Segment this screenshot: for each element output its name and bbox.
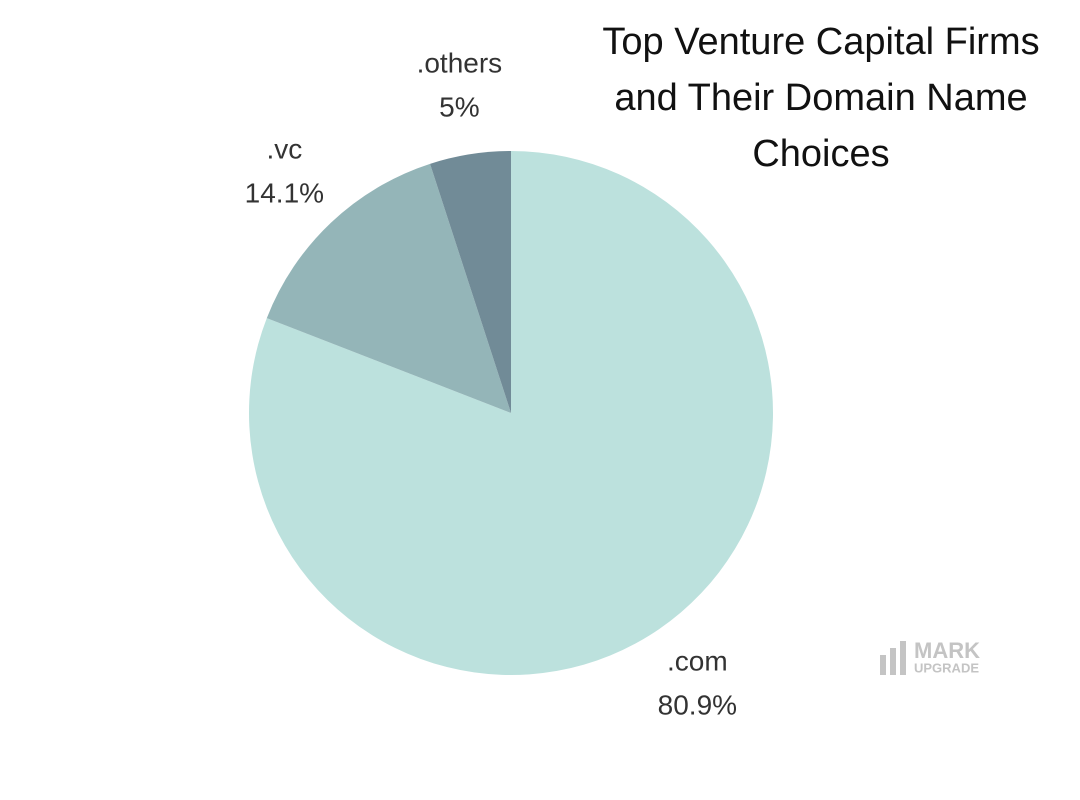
slice-value: 14.1% xyxy=(245,178,324,209)
watermark-text: MARK xyxy=(914,638,980,663)
slice-label: .com xyxy=(667,646,728,677)
chart-title: Top Venture Capital Firms and Their Doma… xyxy=(602,21,1040,175)
pie-slice xyxy=(430,151,511,413)
watermark-icon xyxy=(880,655,886,675)
pie-slice xyxy=(266,163,511,413)
slice-label: .vc xyxy=(266,134,302,165)
slice-label: .others xyxy=(417,47,503,78)
slice-value: 80.9% xyxy=(658,690,737,721)
watermark-icon xyxy=(890,648,896,675)
watermark: MARK UPGRADE xyxy=(880,638,980,675)
watermark-text: UPGRADE xyxy=(914,660,979,675)
slice-value: 5% xyxy=(439,91,479,122)
watermark-icon xyxy=(900,641,906,675)
